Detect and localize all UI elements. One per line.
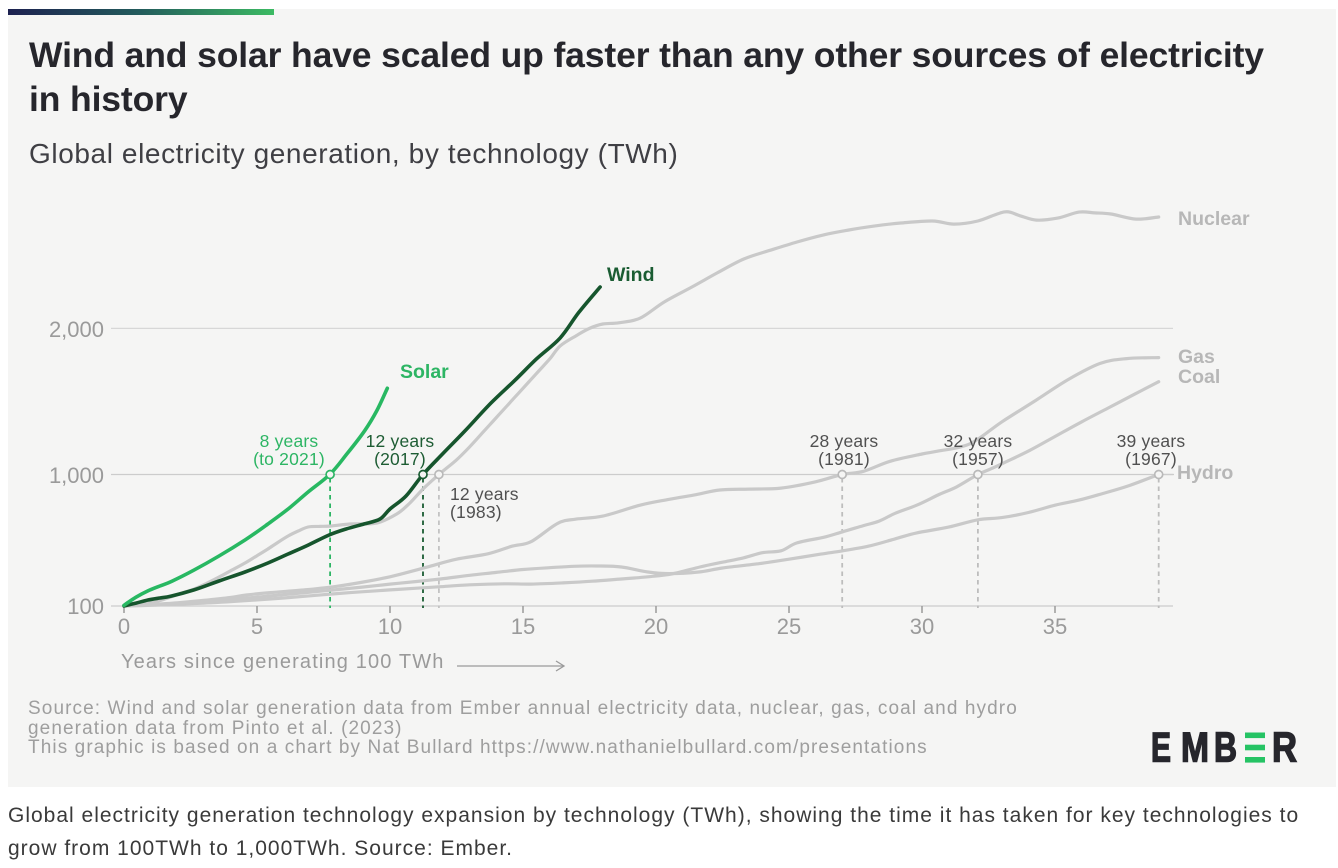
- svg-text:M: M: [1181, 731, 1209, 765]
- svg-text:R: R: [1272, 731, 1297, 765]
- svg-text:E: E: [1151, 731, 1171, 765]
- svg-text:B: B: [1214, 731, 1237, 765]
